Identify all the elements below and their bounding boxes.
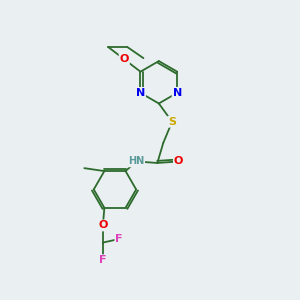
Text: O: O <box>174 157 183 166</box>
Text: O: O <box>98 220 108 230</box>
Text: HN: HN <box>128 157 144 166</box>
Text: F: F <box>115 234 123 244</box>
Text: N: N <box>172 88 182 98</box>
Text: S: S <box>168 117 176 127</box>
Text: O: O <box>120 54 129 64</box>
Text: F: F <box>99 255 106 265</box>
Text: N: N <box>136 88 145 98</box>
